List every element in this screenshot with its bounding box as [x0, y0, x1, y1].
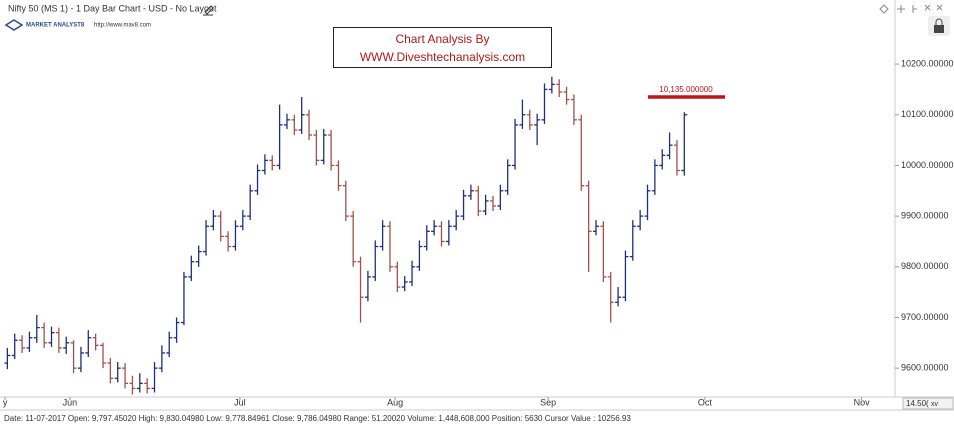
zoom-control[interactable]: xv: [931, 401, 939, 408]
annotation-label: 10,135.000000: [659, 85, 713, 94]
x-tick-label: Jun: [63, 397, 78, 407]
brand-url: http://www.mav8.com: [94, 23, 151, 29]
watermark-line: Chart Analysis By: [395, 32, 490, 46]
icon-diamond[interactable]: [879, 4, 889, 14]
x-tick-label: Aug: [387, 397, 403, 407]
x-tick-label: Nov: [854, 397, 871, 407]
brand-logo: [4, 19, 24, 31]
x-tick-label: y: [3, 397, 8, 407]
zoom-value: 14.50(: [906, 399, 929, 408]
lock-icon: [934, 25, 944, 33]
watermark-line: WWW.Diveshtechanalysis.com: [359, 50, 526, 64]
x-tick-label: Jul: [234, 397, 246, 407]
zoom-box[interactable]: [902, 397, 954, 410]
y-tick-label: 9900.00000: [901, 210, 949, 220]
icon-pin[interactable]: [897, 5, 905, 13]
status-bar: Date: 11-07-2017 Open: 9,797.45020 High:…: [4, 414, 631, 423]
icon-close[interactable]: [924, 4, 943, 11]
y-tick-label: 9800.00000: [901, 261, 949, 271]
y-tick-label: 10100.00000: [901, 109, 954, 119]
y-tick-label: 10000.00000: [901, 160, 954, 170]
chart-header: Nifty 50 (MS 1) - 1 Day Bar Chart - USD …: [8, 3, 217, 13]
x-tick-label: Oct: [698, 397, 713, 407]
y-tick-label: 9700.00000: [901, 312, 949, 322]
lock-shackle: [935, 18, 943, 25]
x-tick-label: Sep: [540, 397, 556, 407]
y-tick-label: 10200.00000: [901, 58, 954, 68]
icon-help[interactable]: [912, 5, 917, 13]
brand-name: MARKET ANALYST8: [26, 23, 85, 29]
y-tick-label: 9600.00000: [901, 363, 949, 373]
watermark-box: Chart Analysis By WWW.Diveshtechanalysis…: [333, 27, 552, 68]
edit-icon[interactable]: [203, 5, 214, 16]
